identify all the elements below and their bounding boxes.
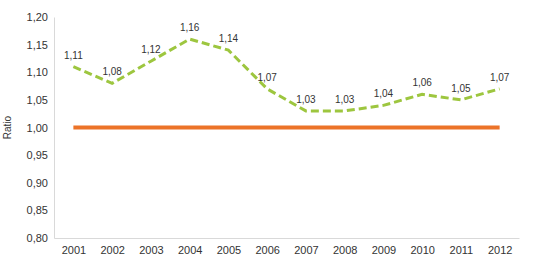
x-tick-label: 2004 (178, 244, 202, 256)
y-tick: 1,05 (27, 94, 54, 106)
data-label: 1,14 (219, 33, 239, 44)
data-label: 1,07 (490, 72, 510, 83)
data-label: 1,03 (296, 94, 316, 105)
data-label: 1,12 (141, 44, 161, 55)
x-tick-label: 2012 (488, 244, 512, 256)
data-label: 1,06 (412, 77, 432, 88)
x-tick: 2008 (333, 238, 357, 256)
data-label: 1,04 (374, 88, 394, 99)
x-tick-label: 2007 (294, 244, 318, 256)
plot-area (73, 39, 499, 127)
x-tick-label: 2006 (255, 244, 279, 256)
x-tick: 2009 (372, 238, 396, 256)
x-tick-label: 2011 (450, 244, 474, 256)
x-tick: 2010 (410, 238, 434, 256)
x-tick: 2003 (139, 238, 163, 256)
x-axis: 2001 2002 2003 2004 2005 2006 2007 2008 2009 2010… (55, 238, 520, 256)
y-tick-label: 0,85 (27, 204, 48, 216)
y-tick-label: 0,95 (27, 149, 48, 161)
x-tick: 2005 (217, 238, 241, 256)
data-label: 1,11 (64, 50, 83, 61)
data-label: 1,08 (102, 66, 122, 77)
y-tick: 0,80 (27, 232, 54, 244)
data-label: 1,07 (257, 72, 277, 83)
x-tick-label: 2001 (62, 244, 86, 256)
data-label: 1,16 (180, 22, 200, 33)
x-tick: 2012 (488, 238, 512, 256)
y-tick-label: 1,00 (27, 122, 48, 134)
x-tick-label: 2010 (410, 244, 434, 256)
x-tick: 2006 (255, 238, 279, 256)
y-tick-label: 1,10 (27, 66, 48, 78)
y-tick-label: 1,15 (27, 39, 48, 51)
y-tick: 0,95 (27, 149, 54, 161)
data-label: 1,05 (451, 83, 471, 94)
y-tick: 1,10 (27, 66, 54, 78)
y-tick: 0,85 (27, 204, 54, 216)
y-tick-label: 1,20 (27, 11, 48, 23)
y-tick-label: 1,05 (27, 94, 48, 106)
y-tick: 0,90 (27, 177, 54, 189)
x-axis-line (55, 238, 520, 239)
x-tick-label: 2009 (372, 244, 396, 256)
y-tick-label: 0,90 (27, 177, 48, 189)
chart: 0,80 0,85 0,90 0,95 1,00 1,05 1,10 1,15 1,20 2001… (0, 0, 534, 268)
x-tick: 2007 (294, 238, 318, 256)
x-tick-label: 2003 (139, 244, 163, 256)
y-tick-label: 0,80 (27, 232, 48, 244)
x-tick: 2011 (450, 238, 474, 256)
y-tick: 1,15 (27, 39, 54, 51)
y-tick: 1,20 (27, 11, 54, 23)
x-tick: 2004 (178, 238, 202, 256)
x-tick: 2001 (62, 238, 86, 256)
y-tick: 1,00 (27, 122, 54, 134)
x-tick: 2002 (100, 238, 124, 256)
data-labels: 1,11 1,08 1,12 1,16 1,14 1,07 1,03 1,03 1,04 1,06… (64, 22, 510, 105)
y-axis: 0,80 0,85 0,90 0,95 1,00 1,05 1,10 1,15 1,20 (27, 11, 55, 244)
series-line (73, 39, 499, 111)
y-axis-line (54, 18, 55, 239)
x-tick-label: 2002 (100, 244, 124, 256)
x-tick-label: 2005 (217, 244, 241, 256)
series-line (73, 126, 499, 130)
x-tick-label: 2008 (333, 244, 357, 256)
y-axis-title: Ratio (2, 115, 13, 139)
data-label: 1,03 (335, 94, 355, 105)
